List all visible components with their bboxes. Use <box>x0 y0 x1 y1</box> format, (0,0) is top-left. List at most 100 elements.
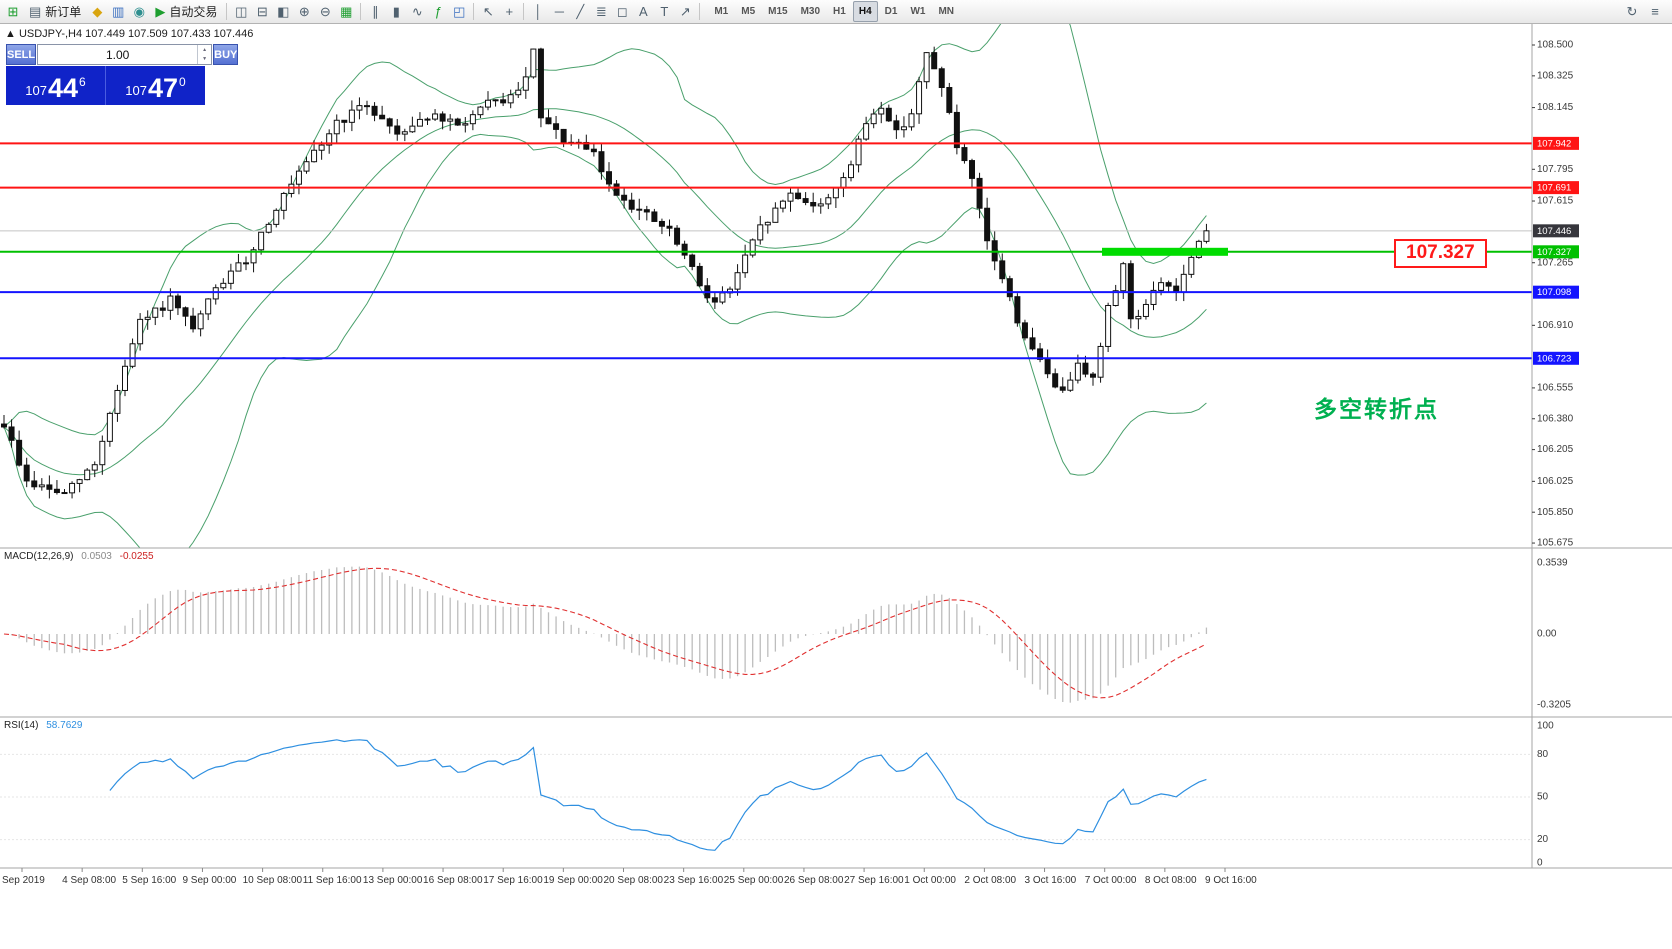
refresh-icon: ↻ <box>1626 4 1638 19</box>
chart-canvas[interactable]: 108.500 108.325 108.145 107.795 107.615 107.2… <box>0 24 1672 949</box>
volume-up-icon[interactable]: ▲ <box>202 46 208 53</box>
svg-text:20: 20 <box>1537 834 1549 845</box>
svg-text:11 Sep 16:00: 11 Sep 16:00 <box>303 875 362 886</box>
menu-button[interactable]: ≡ <box>1645 2 1665 21</box>
timeframe-w1[interactable]: W1 <box>910 6 926 17</box>
svg-text:1 Oct 00:00: 1 Oct 00:00 <box>904 875 956 886</box>
buy-button[interactable]: BUY <box>213 44 239 65</box>
new-order-icon: ▤ <box>29 4 42 19</box>
globe-icon: ◉ <box>133 4 145 19</box>
svg-text:0.3539: 0.3539 <box>1537 558 1568 569</box>
cascade-windows-button[interactable]: ◫ <box>231 2 251 21</box>
indicators-button[interactable]: ƒ <box>428 2 448 21</box>
main-toolbar: ⊞ ▤ 新订单 ◆ ▥ ◉ ▶ 自动交易 ◫ ⊟ ◧ ⊕ ⊖ ▦ ∥ ▮ ∿ ƒ… <box>0 0 1672 24</box>
svg-text:108.145: 108.145 <box>1537 102 1574 113</box>
svg-text:107.691: 107.691 <box>1537 183 1571 194</box>
globe-button[interactable]: ◉ <box>129 2 149 21</box>
trendline-tool-button[interactable]: ╱ <box>570 2 590 21</box>
vertical-line-tool-button[interactable]: │ <box>528 2 548 21</box>
tile-vertical-button[interactable]: ◧ <box>273 2 293 21</box>
profiles-button[interactable]: ▥ <box>108 2 128 21</box>
navigator-button[interactable]: ◰ <box>449 2 469 21</box>
timeframe-m30[interactable]: M30 <box>800 6 821 17</box>
svg-text:0.00: 0.00 <box>1537 629 1557 640</box>
sell-price[interactable]: 107 44 6 <box>6 66 106 105</box>
new-chart-button[interactable]: ⊞ <box>3 2 23 21</box>
crosshair-tool-button[interactable]: + <box>499 2 519 21</box>
svg-text:107.265: 107.265 <box>1537 257 1574 268</box>
buy-price[interactable]: 107 47 0 <box>106 66 205 105</box>
bar-chart-button[interactable]: ∥ <box>365 2 385 21</box>
refresh-button[interactable]: ↻ <box>1622 2 1642 21</box>
svg-text:7 Oct 00:00: 7 Oct 00:00 <box>1085 875 1137 886</box>
fibonacci-tool-button[interactable]: ≣ <box>591 2 611 21</box>
volume-spinner: ▲ ▼ <box>197 45 211 64</box>
menu-icon: ≡ <box>1651 4 1659 19</box>
auto-trading-button[interactable]: ▶ 自动交易 <box>150 2 222 21</box>
timeframe-group: M1 M5 M15 M30 H1 H4 D1 W1 MN <box>708 1 960 22</box>
shapes-tool-button[interactable]: ◻ <box>612 2 632 21</box>
text-tool-icon: A <box>638 4 648 19</box>
market-watch-icon: ▦ <box>340 4 353 19</box>
svg-text:9 Oct 16:00: 9 Oct 16:00 <box>1205 875 1257 886</box>
svg-text:25 Sep 00:00: 25 Sep 00:00 <box>724 875 784 886</box>
svg-text:3 Oct 16:00: 3 Oct 16:00 <box>1025 875 1077 886</box>
trendline-icon: ╱ <box>576 4 585 19</box>
price-level-callout[interactable]: 107.327 <box>1394 239 1487 268</box>
macd-main-value: 0.0503 <box>81 551 112 562</box>
crosshair-icon: + <box>505 4 514 19</box>
buy-price-main: 107 <box>125 83 147 98</box>
rsi-indicator-label: RSI(14) 58.7629 <box>4 720 82 731</box>
sell-button[interactable]: SELL <box>6 44 37 65</box>
toolbar-separator <box>226 3 228 20</box>
svg-text:23 Sep 16:00: 23 Sep 16:00 <box>664 875 724 886</box>
market-watch-button[interactable]: ▦ <box>336 2 356 21</box>
sell-price-sup: 6 <box>79 75 86 89</box>
navigator-icon: ◰ <box>453 4 466 19</box>
svg-text:8 Oct 08:00: 8 Oct 08:00 <box>1145 875 1197 886</box>
macd-signal-value: -0.0255 <box>119 551 154 562</box>
svg-text:27 Sep 16:00: 27 Sep 16:00 <box>844 875 904 886</box>
timeframe-m15[interactable]: M15 <box>768 6 788 17</box>
auto-trading-label: 自动交易 <box>169 5 218 19</box>
volume-down-icon[interactable]: ▼ <box>202 56 208 63</box>
arrows-tool-button[interactable]: ↗ <box>675 2 695 21</box>
svg-text:107.795: 107.795 <box>1537 164 1574 175</box>
timeframe-d1[interactable]: D1 <box>884 6 898 17</box>
zoom-out-icon: ⊖ <box>319 4 331 19</box>
zoom-in-icon: ⊕ <box>298 4 310 19</box>
zoom-in-button[interactable]: ⊕ <box>294 2 314 21</box>
zoom-out-button[interactable]: ⊖ <box>315 2 335 21</box>
timeframe-h1[interactable]: H1 <box>833 6 846 17</box>
fibonacci-icon: ≣ <box>595 4 607 19</box>
one-click-trading-panel: SELL ▲ ▼ BUY 107 44 6 107 47 0 <box>6 44 239 105</box>
line-chart-button[interactable]: ∿ <box>407 2 427 21</box>
chart-window: 108.500 108.325 108.145 107.795 107.615 107.2… <box>0 24 1672 949</box>
svg-text:17 Sep 16:00: 17 Sep 16:00 <box>483 875 543 886</box>
svg-text:80: 80 <box>1537 749 1549 760</box>
timeframe-h4[interactable]: H4 <box>852 1 878 22</box>
timeframe-m1[interactable]: M1 <box>714 6 729 17</box>
turning-point-annotation[interactable]: 多空转折点 <box>1314 396 1439 422</box>
candlestick-chart-button[interactable]: ▮ <box>386 2 406 21</box>
line-chart-icon: ∿ <box>411 4 423 19</box>
svg-text:106.205: 106.205 <box>1537 444 1574 455</box>
text-tool-button[interactable]: A <box>633 2 653 21</box>
timeframe-mn[interactable]: MN <box>938 6 954 17</box>
svg-text:106.723: 106.723 <box>1537 353 1571 364</box>
timeframe-m5[interactable]: M5 <box>741 6 756 17</box>
cursor-tool-button[interactable]: ↖ <box>478 2 498 21</box>
toolbar-separator <box>699 3 701 20</box>
svg-text:Sep 2019: Sep 2019 <box>2 875 45 886</box>
sell-price-main: 107 <box>25 83 47 98</box>
volume-field: ▲ ▼ <box>37 44 213 65</box>
tile-horizontal-button[interactable]: ⊟ <box>252 2 272 21</box>
volume-input[interactable] <box>38 45 198 64</box>
svg-text:106.380: 106.380 <box>1537 413 1574 424</box>
label-tool-button[interactable]: T <box>654 2 674 21</box>
label-tool-icon: T <box>660 4 669 19</box>
metaeditor-button[interactable]: ◆ <box>87 2 107 21</box>
new-chart-icon: ⊞ <box>7 4 19 19</box>
new-order-button[interactable]: ▤ 新订单 <box>24 2 86 21</box>
horizontal-line-tool-button[interactable]: ─ <box>549 2 569 21</box>
